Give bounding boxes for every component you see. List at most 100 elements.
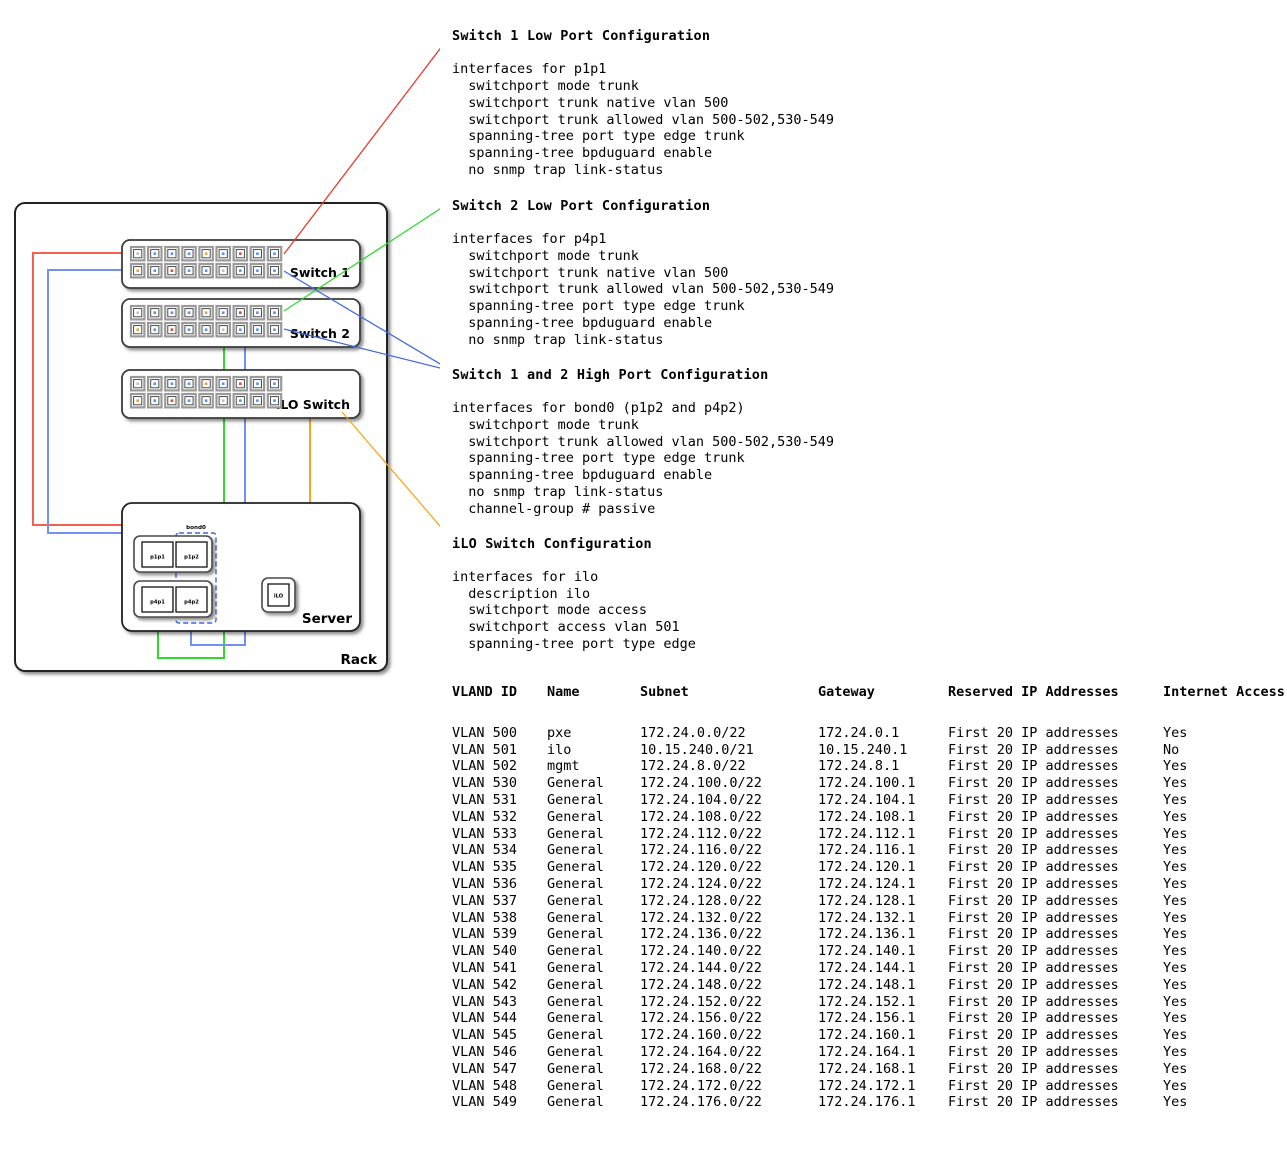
switch-1-port-10[interactable] [129,262,146,279]
ilo-switch-port-1[interactable] [129,375,146,392]
switch-1-port-8[interactable] [249,245,266,262]
server-port-p4p2[interactable] [175,586,208,613]
cell-reserved-ips: First 20 IP addresses [948,1060,1119,1077]
switch-2-port-7[interactable] [232,304,249,321]
table-row: VLAN 531 General 172.24.104.0/22 172.24.104… [452,792,1285,809]
switch-1-port-2[interactable] [147,245,163,262]
switch-2-port-14[interactable] [198,321,214,338]
cell-name: General [547,842,604,859]
switch-2-port-10[interactable] [129,321,146,338]
switch-1-port-14[interactable] [198,262,214,279]
switch-1-port-7[interactable] [232,245,249,262]
cell-name: General [547,791,604,808]
cell-name: General [547,875,604,892]
config-line: spanning-tree port type edge [452,636,696,653]
switch-2-port-8[interactable] [249,304,266,321]
ilo-switch-port-6[interactable] [215,375,231,392]
switch-2-port-3[interactable] [164,304,180,321]
port-led [239,269,242,272]
server-port-p4p1[interactable] [141,586,174,613]
switch-1-port-18[interactable] [266,262,283,279]
ilo-switch-port-13[interactable] [181,392,197,409]
table-row: VLAN 547 General 172.24.168.0/22 172.24.168… [452,1061,1285,1078]
server-port-p1p2-label: p1p2 [184,555,199,561]
switch-1-port-11[interactable] [147,262,163,279]
switch-1-port-12[interactable] [164,262,180,279]
ilo-switch-port-5[interactable] [198,375,214,392]
switch-2-port-16[interactable] [232,321,249,338]
cell-internet-access: Yes [1163,976,1188,993]
switch-2-port-15[interactable] [215,321,231,338]
cell-reserved-ips: First 20 IP addresses [948,791,1119,808]
column-header-subnet: Subnet [640,684,689,700]
config-line: spanning-tree port type edge trunk [452,298,745,315]
server-port-ilo[interactable] [267,583,290,607]
switch-1-port-13[interactable] [181,262,197,279]
server-label: Server [302,611,352,627]
switch-2-port-6[interactable] [215,304,231,321]
device-server[interactable]: bond0 p1p1 p1p2 p4p1 p4p2 iLO Server [121,502,361,632]
switch-2-port-1[interactable] [129,304,146,321]
ilo-switch-port-7[interactable] [232,375,249,392]
config-line: switchport mode trunk [452,77,639,94]
cell-vlan-id: VLAN 544 [452,1010,518,1027]
switch-1-port-3[interactable] [164,245,180,262]
cell-internet-access: Yes [1163,825,1188,842]
ilo-switch-port-9[interactable] [266,375,283,392]
port-led [153,382,157,385]
cell-subnet: 172.24.156.0/22 [640,1010,762,1027]
server-port-p1p1[interactable] [141,541,174,568]
cell-vlan-id: VLAN 537 [452,892,518,909]
cell-gateway: 172.24.108.1 [818,808,916,825]
port-led [256,311,259,314]
config-line: switchport trunk allowed vlan 500-502,53… [452,281,835,298]
switch-2-port-9[interactable] [266,304,283,321]
server-port-p1p2[interactable] [175,541,208,568]
config-line: spanning-tree bpduguard enable [452,467,713,484]
switch-2-port-11[interactable] [147,321,163,338]
switch-1-port-15[interactable] [215,262,231,279]
cell-vlan-id: VLAN 501 [452,741,518,758]
port-led [153,252,157,255]
cell-subnet: 172.24.100.0/22 [640,775,762,792]
ilo-switch-port-16[interactable] [232,392,249,409]
ilo-switch-port-10[interactable] [129,392,146,409]
ilo-switch-port-15[interactable] [215,392,231,409]
switch-1-port-6[interactable] [215,245,231,262]
table-row: VLAN 544 General 172.24.156.0/22 172.24.156… [452,1010,1285,1027]
config-block-switch1-low: Switch 1 Low Port Configuration interfac… [452,28,1282,179]
switch-2-label: Switch 2 [290,326,350,341]
port-led [204,252,208,255]
cell-subnet: 172.24.128.0/22 [640,892,762,909]
switch-2-port-4[interactable] [181,304,197,321]
ilo-switch-port-18[interactable] [266,392,283,409]
cell-gateway: 172.24.136.1 [818,926,916,943]
config-line: channel-group # passive [452,500,656,517]
cell-gateway: 172.24.176.1 [818,1094,916,1111]
switch-1-port-16[interactable] [232,262,249,279]
ilo-switch-port-12[interactable] [164,392,180,409]
port-led [239,399,242,402]
ilo-switch-port-4[interactable] [181,375,197,392]
switch-1-port-5[interactable] [198,245,214,262]
switch-2-port-17[interactable] [249,321,266,338]
switch-1-port-4[interactable] [181,245,197,262]
ilo-switch-port-8[interactable] [249,375,266,392]
switch-2-port-5[interactable] [198,304,214,321]
switch-2-port-18[interactable] [266,321,283,338]
cell-gateway: 172.24.172.1 [818,1077,916,1094]
switch-1-port-9[interactable] [266,245,283,262]
port-led [136,399,139,402]
ilo-switch-port-14[interactable] [198,392,214,409]
switch-1-port-17[interactable] [249,262,266,279]
ilo-switch-port-3[interactable] [164,375,180,392]
switch-1-port-1[interactable] [129,245,146,262]
switch-2-port-2[interactable] [147,304,163,321]
switch-2-port-13[interactable] [181,321,197,338]
config-line: no snmp trap link-status [452,331,664,348]
ilo-switch-port-2[interactable] [147,375,163,392]
ilo-switch-port-17[interactable] [249,392,266,409]
ilo-switch-port-11[interactable] [147,392,163,409]
switch-2-port-12[interactable] [164,321,180,338]
leader-lines [283,47,440,528]
